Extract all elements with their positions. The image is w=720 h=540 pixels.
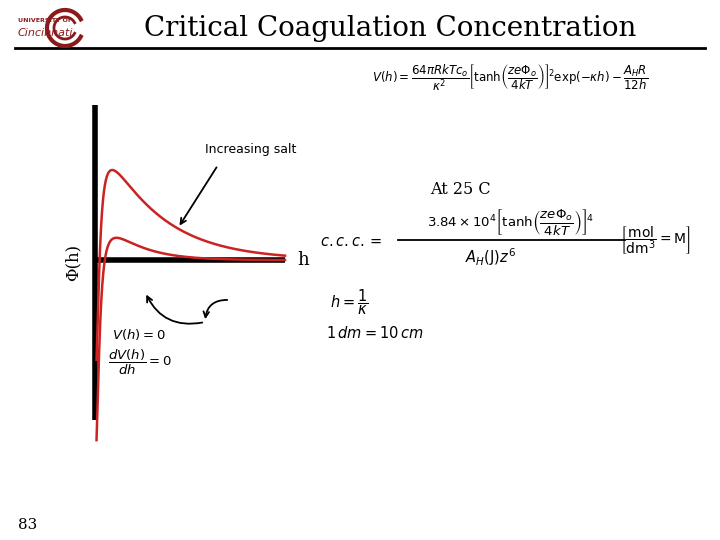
Text: $3.84\times10^4\left[\tanh\!\left(\dfrac{ze\Phi_o}{4kT}\right)\right]^{\!4}$: $3.84\times10^4\left[\tanh\!\left(\dfrac… <box>427 207 593 237</box>
Text: Increasing salt: Increasing salt <box>205 144 297 157</box>
Text: $V(h) = 0$: $V(h) = 0$ <box>112 327 166 342</box>
Text: $h=\dfrac{1}{\kappa}$: $h=\dfrac{1}{\kappa}$ <box>330 287 369 317</box>
Text: $A_H(\mathrm{J})z^6$: $A_H(\mathrm{J})z^6$ <box>464 246 516 268</box>
Text: $V(h)=\dfrac{64\pi Rk Tc_o}{\kappa^2}\left[\tanh\!\left(\dfrac{ze\Phi_o}{4kT}\ri: $V(h)=\dfrac{64\pi Rk Tc_o}{\kappa^2}\le… <box>372 63 648 93</box>
Text: 83: 83 <box>18 518 37 532</box>
Text: UNIVERSITY OF: UNIVERSITY OF <box>18 17 72 23</box>
Text: At 25 C: At 25 C <box>430 181 490 199</box>
Text: $c.c.c. =$: $c.c.c. =$ <box>320 235 382 249</box>
Text: Φ(h): Φ(h) <box>65 244 81 281</box>
Text: $1\,dm=10\,cm$: $1\,dm=10\,cm$ <box>326 325 423 341</box>
Text: $\dfrac{dV(h)}{dh} = 0$: $\dfrac{dV(h)}{dh} = 0$ <box>108 347 171 376</box>
Text: h: h <box>297 251 309 269</box>
Text: $\left[\dfrac{\mathrm{mol}}{\mathrm{dm}^3}=\mathrm{M}\right]$: $\left[\dfrac{\mathrm{mol}}{\mathrm{dm}^… <box>620 224 690 256</box>
Text: Cincinnati: Cincinnati <box>18 28 73 38</box>
Text: Critical Coagulation Concentration: Critical Coagulation Concentration <box>144 15 636 42</box>
